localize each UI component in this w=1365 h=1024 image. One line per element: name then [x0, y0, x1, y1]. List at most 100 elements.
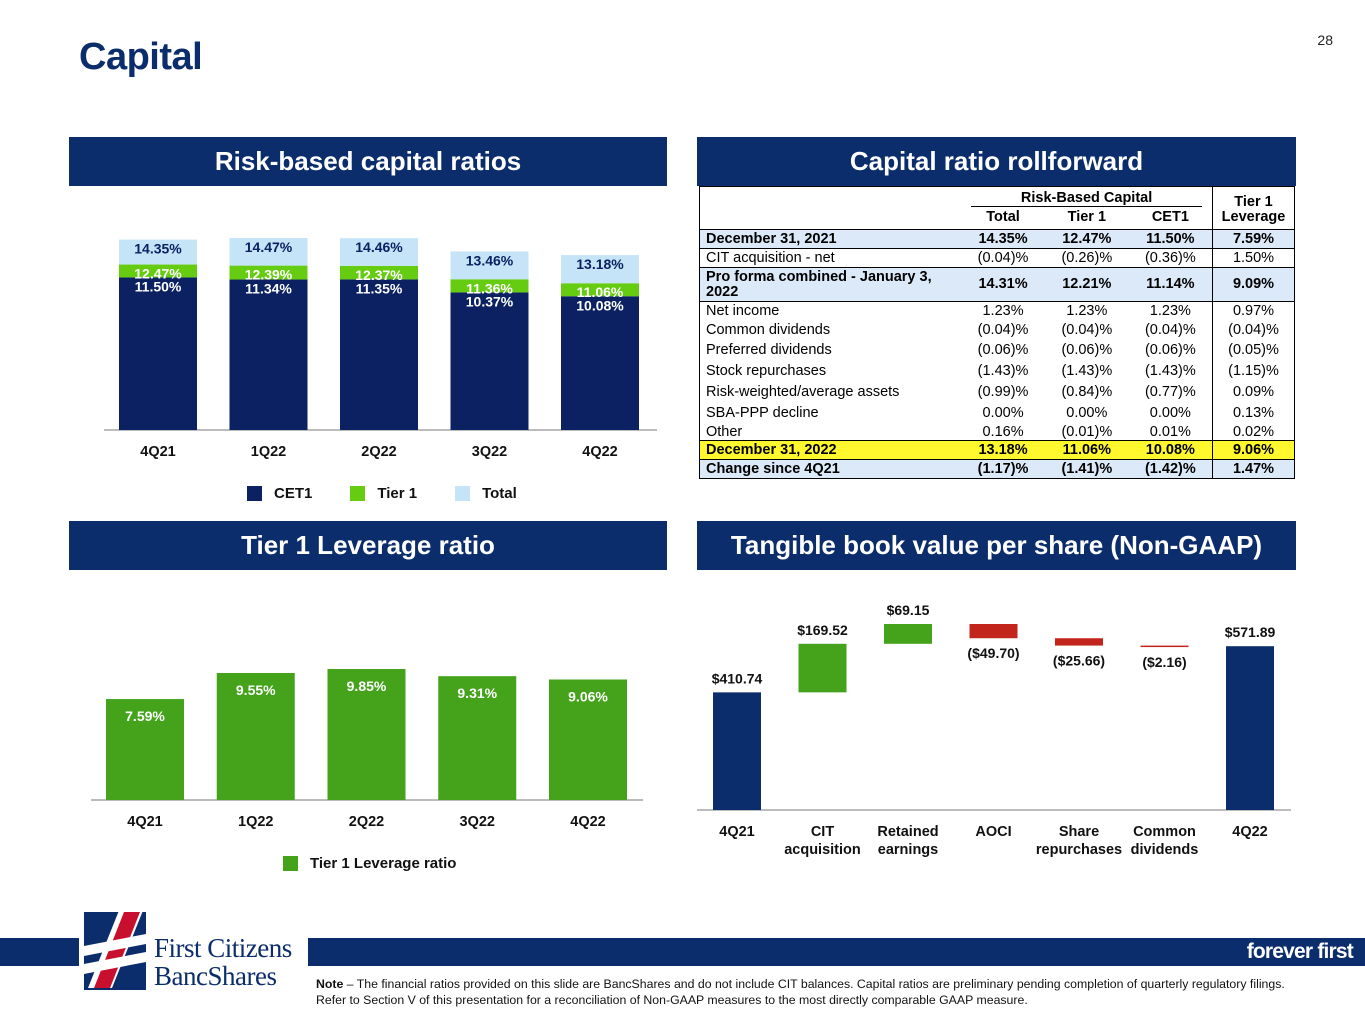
data-label: 11.50%	[135, 278, 182, 294]
row-value: 12.21%	[1044, 267, 1129, 303]
section-header-tbv: Tangible book value per share (Non-GAAP)	[697, 521, 1296, 570]
row-value: (0.99)%	[977, 383, 1029, 400]
bar-leverage	[106, 699, 184, 800]
tick-label: AOCI	[975, 824, 1011, 840]
table-row: Change since 4Q21 (1.17)% (1.41)% (1.42)% 1.…	[699, 459, 1295, 480]
data-label: 12.37%	[355, 267, 403, 283]
row-value: 0.09%	[1212, 381, 1295, 403]
bar-total	[450, 251, 529, 280]
data-label: 9.06%	[568, 689, 608, 705]
data-label: $69.15	[887, 602, 930, 618]
table-row: Stock repurchases (1.43)% (1.43)% (1.43)% (1…	[699, 360, 1295, 382]
company-logo-icon	[80, 904, 305, 996]
logo-line-1: First Citizens	[154, 933, 292, 963]
row-value: 0.16%	[982, 423, 1024, 440]
row-label: Common dividends	[699, 320, 962, 340]
row-value: (0.04)%	[977, 249, 1029, 266]
tick-label: 3Q22	[460, 814, 495, 830]
data-label: 9.55%	[236, 682, 276, 698]
legend-swatch-leverage	[283, 856, 298, 871]
data-label: 14.47%	[245, 239, 293, 255]
tick-label: earnings	[878, 842, 938, 858]
data-label: 11.34%	[245, 281, 292, 297]
tick-label: 1Q22	[238, 814, 273, 830]
section-header-leverage: Tier 1 Leverage ratio	[69, 521, 667, 570]
row-value: (1.43)%	[977, 362, 1029, 379]
bar-tier-1	[119, 264, 197, 278]
row-value: 10.08%	[1128, 440, 1213, 461]
tick-label: repurchases	[1036, 842, 1122, 858]
bar-down	[969, 624, 1018, 639]
table-row: SBA-PPP decline 0.00% 0.00% 0.00% 0.13%	[699, 402, 1295, 424]
row-label: December 31, 2021	[699, 229, 962, 250]
table-row: Preferred dividends (0.06)% (0.06)% (0.06)%…	[699, 339, 1295, 361]
tick-label: 4Q21	[140, 444, 175, 460]
row-label: SBA-PPP decline	[699, 402, 962, 424]
row-value: 0.01%	[1149, 423, 1191, 440]
table-corner	[699, 186, 962, 208]
bar-cet1	[229, 279, 308, 430]
legend-item-leverage: Tier 1 Leverage ratio	[283, 855, 456, 872]
row-value: 13.18%	[961, 440, 1045, 461]
row-value: (1.15)%	[1212, 360, 1295, 382]
tick-label: acquisition	[784, 842, 861, 858]
row-value: (0.01)%	[1061, 423, 1113, 440]
data-label: 10.08%	[576, 297, 624, 313]
tick-label: 1Q22	[251, 444, 286, 460]
row-label: Stock repurchases	[699, 360, 962, 382]
tick-label: 4Q22	[582, 444, 617, 460]
data-label: 13.46%	[466, 252, 514, 268]
tick-label: dividends	[1131, 842, 1199, 858]
data-label: $571.89	[1225, 624, 1276, 640]
data-label: ($25.66)	[1053, 653, 1105, 669]
row-value: (0.06)%	[1061, 341, 1113, 358]
row-value: (0.04)%	[977, 321, 1029, 338]
table-corner-2	[699, 207, 962, 230]
row-value: (0.77)%	[1144, 383, 1196, 400]
row-value: (1.42)%	[1128, 459, 1213, 480]
row-value: (0.84)%	[1061, 383, 1113, 400]
legend-swatch-tier1	[350, 486, 366, 501]
logo-text: First Citizens BancShares	[154, 934, 292, 990]
bar-tier-1	[561, 283, 639, 297]
tick-label: 4Q21	[127, 814, 162, 830]
row-value: 11.50%	[1128, 229, 1213, 250]
bar-total	[1226, 646, 1274, 810]
row-value: 7.59%	[1212, 229, 1295, 250]
data-label: 9.85%	[347, 678, 387, 694]
row-value: 14.31%	[961, 267, 1045, 303]
legend-label-total: Total	[482, 485, 517, 502]
row-value: 0.00%	[982, 404, 1024, 421]
table-row: Risk-weighted/average assets (0.99)% (0.84…	[699, 381, 1295, 403]
bar-leverage	[438, 676, 517, 800]
row-label: Risk-weighted/average assets	[699, 381, 962, 403]
footnote: Note – The financial ratios provided on …	[316, 976, 1316, 1008]
row-value: 14.35%	[961, 229, 1045, 250]
row-value: 1.23%	[982, 303, 1024, 320]
legend-swatch-total	[455, 486, 471, 501]
page-number: 28	[1317, 32, 1333, 48]
page-title: Capital	[79, 36, 203, 78]
legend-item-total: Total	[455, 485, 517, 502]
footnote-label: Note	[316, 977, 344, 991]
tick-label: 4Q21	[719, 824, 754, 840]
row-label: Preferred dividends	[699, 339, 962, 361]
bar-cet1	[340, 279, 418, 430]
data-label: ($49.70)	[967, 645, 1019, 661]
row-value: (0.06)%	[977, 341, 1029, 358]
bar-up	[884, 624, 932, 644]
row-value: (1.17)%	[961, 459, 1045, 480]
table-row: December 31, 2022 13.18% 11.06% 10.08% 9.06%	[699, 440, 1295, 461]
legend-item-cet1: CET1	[247, 485, 312, 502]
bar-total	[340, 238, 418, 266]
data-label: 11.06%	[577, 284, 624, 300]
row-value: 0.02%	[1212, 423, 1295, 441]
bar-down	[1055, 638, 1103, 646]
risk-based-capital-chart: 11.50%12.47% 14.35% 4Q21 11.34%12.39% 14.47%…	[104, 238, 657, 460]
row-value: (1.43)%	[1144, 362, 1196, 379]
data-label: 14.46%	[355, 239, 403, 255]
leverage-chart: 7.59% 4Q21 9.55% 1Q22 9.85% 2Q22 9.31% 3Q22 9.06…	[91, 669, 643, 830]
bar-leverage	[549, 679, 627, 800]
row-value: 0.00%	[1066, 404, 1108, 421]
footer-bar-right: forever first	[308, 938, 1365, 966]
